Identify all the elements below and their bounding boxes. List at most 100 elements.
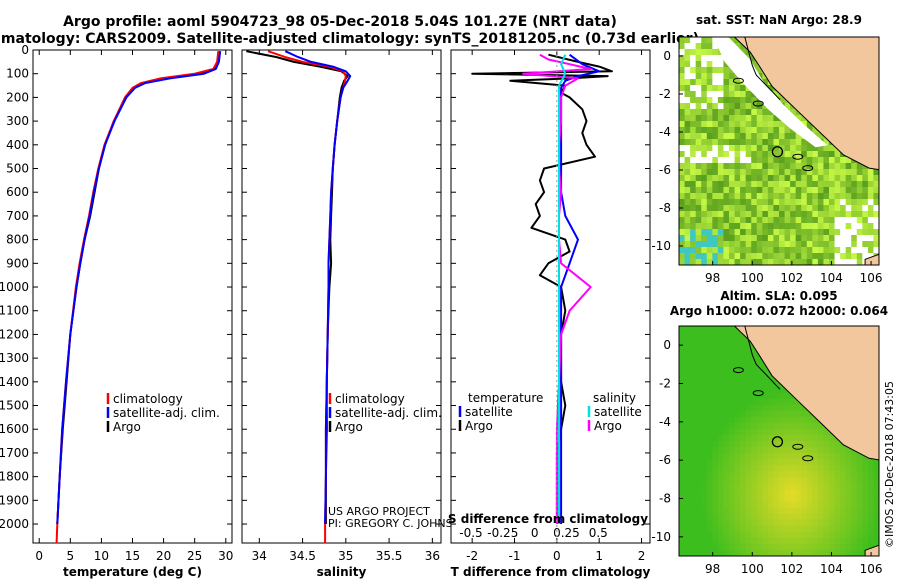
y-tick-label: -4 [659, 415, 671, 429]
y-tick-label: 1300 [0, 351, 29, 365]
island-contour [752, 100, 764, 107]
field-cell [745, 259, 752, 265]
field-cell [729, 175, 736, 182]
field-cell [723, 85, 730, 92]
field-cell [762, 115, 769, 122]
field-cell [806, 235, 813, 242]
field-cell [779, 121, 786, 128]
field-cell [740, 91, 747, 98]
field-cell [695, 43, 702, 50]
island-contour [802, 165, 814, 172]
field-cell [679, 332, 686, 339]
field-cell [679, 121, 686, 128]
field-cell [701, 453, 708, 460]
field-cell [806, 549, 813, 556]
field-cell [745, 441, 752, 448]
x-tick-label: 104 [820, 271, 843, 285]
field-cell [751, 217, 758, 224]
field-cell [679, 453, 686, 460]
field-cell [690, 374, 697, 382]
field-cell [706, 79, 713, 86]
field-cell [767, 223, 775, 230]
field-cell [690, 199, 697, 206]
field-cell [784, 471, 791, 478]
field-cell [829, 531, 836, 539]
field-cell [829, 205, 836, 212]
field-cell [717, 356, 725, 363]
field-cell [812, 434, 819, 442]
field-cell [729, 507, 736, 515]
field-cell [762, 163, 769, 170]
field-cell [823, 151, 830, 158]
field-cell [767, 115, 775, 122]
field-cell [679, 235, 686, 242]
field-cell [740, 386, 747, 394]
field-cell [684, 181, 691, 188]
field-cell [706, 489, 713, 497]
field-cell [806, 181, 813, 188]
field-cell [690, 127, 697, 134]
field-cell [679, 386, 686, 394]
island-contour [752, 390, 764, 397]
field-cell [795, 519, 802, 527]
field-cell [812, 205, 819, 212]
field-cell [795, 489, 802, 497]
field-cell [801, 259, 808, 265]
field-cell [684, 392, 691, 400]
field-cell [773, 459, 780, 466]
field-cell [862, 501, 869, 509]
field-cell [817, 175, 825, 182]
field-cell [745, 519, 752, 527]
field-cell [773, 259, 780, 265]
field-cell [684, 109, 691, 116]
field-cell [867, 495, 875, 503]
field-cell [734, 404, 741, 412]
field-cell [729, 543, 736, 551]
field-cell [762, 121, 769, 128]
field-cell [829, 471, 836, 478]
field-cell [684, 193, 691, 200]
field-cell [845, 459, 852, 466]
field-cell [695, 49, 702, 56]
field-cell [751, 410, 758, 418]
field-cell [812, 471, 819, 478]
field-cell [790, 507, 797, 515]
field-cell [690, 229, 697, 236]
field-cell [684, 37, 691, 44]
field-cell [790, 519, 797, 527]
field-cell [679, 211, 686, 218]
field-cell [717, 169, 725, 176]
x-tick-label: 102 [780, 562, 803, 576]
field-cell [684, 175, 691, 182]
field-cell [734, 169, 741, 176]
field-cell [779, 543, 786, 551]
field-cell [801, 441, 808, 448]
field-cell [684, 79, 691, 86]
field-cell [756, 410, 763, 418]
field-cell [734, 181, 741, 188]
field-cell [751, 459, 758, 466]
field-cell [851, 477, 858, 484]
field-cell [801, 501, 808, 509]
field-cell [767, 151, 775, 158]
field-cell [701, 223, 708, 230]
field-cell [723, 422, 730, 430]
field-cell [740, 169, 747, 176]
field-cell [729, 253, 736, 260]
field-cell [795, 428, 802, 436]
field-cell [740, 356, 747, 363]
field-cell [706, 187, 713, 194]
field-cell [851, 199, 858, 206]
field-cell [823, 447, 830, 454]
field-cell [679, 169, 686, 176]
field-cell [762, 79, 769, 86]
field-cell [695, 241, 702, 248]
y-tick-label: -6 [659, 453, 671, 467]
field-cell [779, 175, 786, 182]
field-cell [751, 199, 758, 206]
field-cell [801, 525, 808, 533]
field-cell [745, 380, 752, 388]
field-cell [795, 187, 802, 194]
field-cell [734, 43, 741, 50]
